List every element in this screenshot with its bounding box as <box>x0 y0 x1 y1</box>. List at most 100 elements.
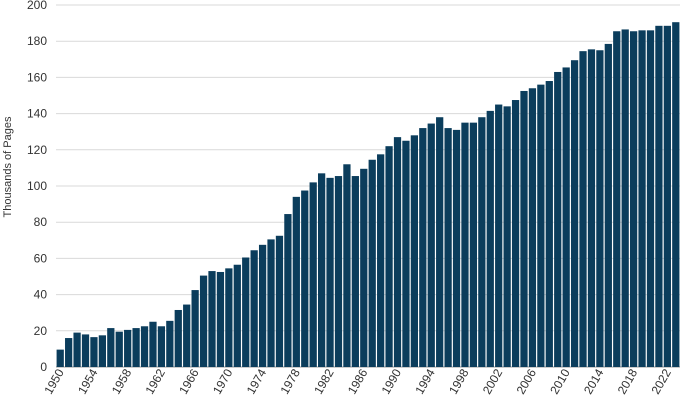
bar-1953 <box>81 334 90 367</box>
bar-1992 <box>410 135 419 367</box>
bar-2014 <box>596 50 604 367</box>
bar-1979 <box>301 190 309 367</box>
bar-1976 <box>275 235 284 367</box>
bar-1973 <box>250 250 258 367</box>
bar-1971 <box>233 264 241 367</box>
bar-1957 <box>115 331 123 367</box>
y-axis-ticks: 0 20 40 60 80 100 120 140 160 180 200 <box>27 0 47 374</box>
bar-1997 <box>452 129 461 367</box>
bar-2019 <box>638 30 646 368</box>
bar-2020 <box>646 30 655 368</box>
bar-1972 <box>242 257 250 367</box>
bar-2006 <box>528 88 537 367</box>
x-tick-label: 2006 <box>514 366 540 396</box>
x-tick-label: 1962 <box>143 366 169 396</box>
x-tick-label: 2002 <box>480 366 506 396</box>
bar-1974 <box>258 244 267 367</box>
bar-2007 <box>537 84 545 367</box>
bar-1968 <box>208 271 216 367</box>
x-tick-label: 1978 <box>277 366 303 396</box>
x-tick-label: 2018 <box>615 366 641 396</box>
bar-1978 <box>292 196 300 367</box>
x-tick-label: 2010 <box>547 366 573 396</box>
bar-2013 <box>587 49 596 367</box>
bar-2005 <box>520 90 528 367</box>
bar-1960 <box>140 326 149 367</box>
bar-1952 <box>73 332 81 367</box>
bar-2010 <box>562 67 570 367</box>
bar-2021 <box>655 25 663 367</box>
bar-1985 <box>351 176 359 367</box>
bar-2018 <box>629 31 638 368</box>
y-tick-label: 60 <box>34 251 48 265</box>
y-axis-title: Thousands of Pages <box>2 116 14 217</box>
bar-1990 <box>393 137 402 367</box>
bar-1950 <box>56 349 64 367</box>
bar-2009 <box>554 71 562 367</box>
y-tick-label: 0 <box>40 360 47 374</box>
bar-1987 <box>368 159 376 367</box>
x-tick-label: 2014 <box>581 366 607 396</box>
bar-1993 <box>419 128 427 367</box>
y-tick-label: 140 <box>27 107 47 121</box>
bar-1951 <box>65 338 73 367</box>
y-tick-label: 200 <box>27 0 47 12</box>
bar-1963 <box>166 320 174 367</box>
bar-2016 <box>613 31 621 368</box>
y-tick-label: 180 <box>27 34 47 48</box>
bar-1969 <box>216 271 225 367</box>
bar-2023 <box>672 22 680 367</box>
y-tick-label: 160 <box>27 70 47 84</box>
bar-1955 <box>98 335 107 367</box>
bar-2022 <box>663 25 671 367</box>
bar-2002 <box>495 104 503 368</box>
x-tick-label: 1974 <box>244 366 270 396</box>
bar-2011 <box>570 60 579 368</box>
bar-1967 <box>199 275 208 367</box>
bar-1970 <box>225 268 233 367</box>
x-tick-label: 1986 <box>345 366 371 396</box>
bar-2015 <box>604 43 612 367</box>
x-tick-label: 2022 <box>648 366 674 396</box>
bar-1966 <box>191 290 199 367</box>
bar-1991 <box>402 140 410 367</box>
bar-1998 <box>461 122 469 368</box>
bar-1986 <box>360 168 368 367</box>
bar-1981 <box>317 173 326 367</box>
x-tick-label: 1982 <box>311 366 337 396</box>
x-tick-label: 1958 <box>109 366 135 396</box>
bar-2004 <box>511 100 520 368</box>
bar-1995 <box>436 117 444 367</box>
y-tick-label: 20 <box>34 324 48 338</box>
bar-1958 <box>124 329 132 367</box>
bar-1954 <box>90 337 98 367</box>
bar-1975 <box>267 239 275 367</box>
bar-1982 <box>326 177 334 367</box>
bar-2000 <box>478 117 486 367</box>
x-axis-ticks: 1950 1954 1958 1962 1966 1970 1974 1978 1982 1986… <box>41 366 674 396</box>
bar-1977 <box>284 214 292 367</box>
x-tick-label: 1994 <box>412 366 438 396</box>
bar-2008 <box>545 81 553 368</box>
bar-1965 <box>183 304 191 367</box>
bar-1988 <box>377 154 385 367</box>
bar-1959 <box>132 328 140 367</box>
bar-1962 <box>157 326 166 367</box>
bar-2017 <box>621 29 629 368</box>
bar-1961 <box>149 321 157 367</box>
bar-1996 <box>444 128 452 367</box>
bar-1984 <box>343 164 351 367</box>
bar-2003 <box>503 106 511 368</box>
x-tick-label: 1998 <box>446 366 472 396</box>
y-tick-label: 80 <box>34 215 48 229</box>
y-tick-label: 120 <box>27 143 47 157</box>
bar-1994 <box>427 123 435 368</box>
bar-2001 <box>486 110 494 367</box>
x-tick-label: 1966 <box>176 366 202 396</box>
bar-1983 <box>334 176 343 367</box>
bar-1980 <box>309 182 317 367</box>
y-tick-label: 40 <box>34 288 48 302</box>
bar-1989 <box>385 146 393 367</box>
